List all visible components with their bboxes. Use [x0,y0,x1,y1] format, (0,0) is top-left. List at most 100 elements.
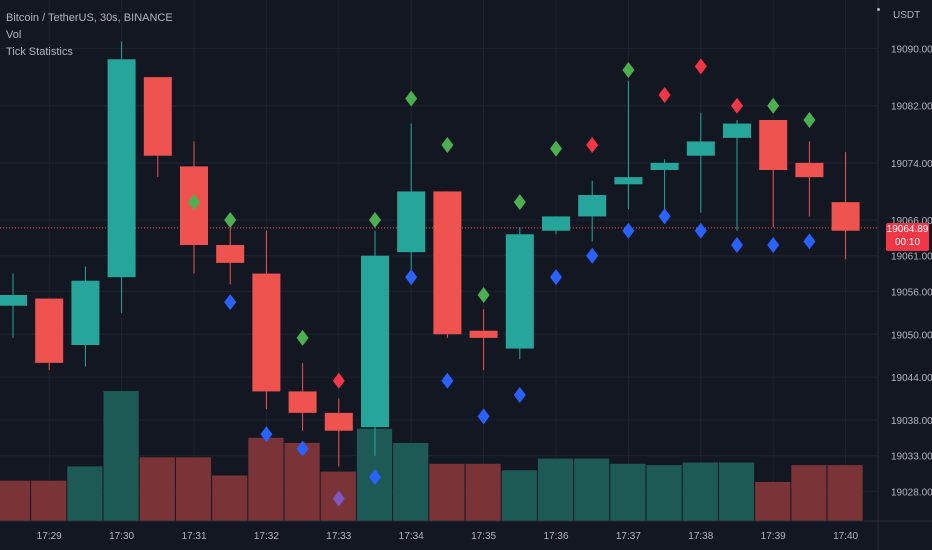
diamond-marker [803,112,816,128]
volume-bar [103,391,139,521]
volume-bar [537,458,574,521]
volume-bar [0,480,31,521]
diamond-marker [332,372,345,389]
time-axis-bg [0,521,878,550]
menu-dot-icon[interactable] [877,8,880,11]
time-tick-label: 17:37 [616,531,641,542]
diamond-marker [586,137,599,153]
price-tick-label: 19090.00 [891,45,932,56]
indicator-tick-statistics[interactable]: Tick Statistics [6,46,73,58]
volume-bar [646,465,682,521]
candle-body [361,255,389,428]
candle-body [71,280,100,345]
candles [0,41,860,467]
candle-body [252,273,281,392]
candle-body [469,330,498,338]
volume-bar [827,465,863,521]
volume-bar [610,463,646,521]
diamond-marker [513,387,526,403]
candle-body [542,216,570,231]
diamond-marker [369,469,381,486]
price-tick-label: 19061.00 [891,252,932,263]
volume-bar [682,462,718,521]
candle-body [650,162,679,170]
diamond-marker [803,233,816,250]
diamond-marker [550,269,562,286]
candle-body [831,202,860,231]
volume-bar [248,437,284,521]
time-tick-label: 17:40 [833,531,858,542]
diamond-marker [586,247,599,264]
diamond-marker [622,62,635,78]
indicator-vol[interactable]: Vol [6,29,22,41]
volume-bar [465,463,501,521]
price-axis[interactable]: 19090.00 19082.00 19074.00 19066.00 19061.00… [891,45,932,499]
diamond-marker [550,140,562,157]
volume-bar [429,463,465,521]
candle-body [288,391,317,413]
price-tick-label: 19044.00 [891,373,932,384]
time-tick-label: 17:29 [37,531,62,542]
volume-bar [284,443,320,521]
candle-body [578,195,607,217]
diamond-marker [260,426,273,443]
diamond-marker [405,269,418,286]
diamond-marker [658,208,671,225]
price-tick-label: 19038.00 [891,416,932,427]
diamond-marker [694,58,707,75]
symbol-title[interactable]: Bitcoin / TetherUS, 30s, BINANCE [6,12,173,24]
diamond-marker [441,372,454,389]
volume-bar [755,482,791,521]
volume-bar [31,480,67,521]
candle-body [216,245,245,263]
diamond-marker [767,237,780,253]
time-tick-label: 17:34 [399,531,424,542]
time-tick-label: 17:35 [471,531,496,542]
currency-label[interactable]: USDT [893,10,921,21]
price-tick-label: 19056.00 [891,287,932,298]
chart-legend: Bitcoin / TetherUS, 30s, BINANCE Vol Tic… [6,10,173,61]
diamond-marker [658,87,671,103]
diamond-marker [477,287,490,303]
volume-bar [67,466,103,521]
volume-bar [139,457,175,521]
candle-body [35,298,64,363]
time-tick-label: 17:31 [181,531,206,542]
volume-bar [791,465,827,521]
candle-body [505,234,534,349]
volume-bars [0,391,863,521]
diamond-marker [731,237,743,253]
candle-body [614,177,643,185]
price-tick-label: 19074.00 [891,159,932,170]
candle-body [0,295,27,306]
time-tick-label: 17:30 [109,531,134,542]
price-tick-label: 19066.00 [891,216,932,227]
candle-body [107,59,136,278]
last-price-value: 19064.89 [886,224,929,235]
time-tick-label: 17:33 [326,531,351,542]
price-tick-label: 19033.00 [891,452,932,463]
diamond-marker [188,194,200,211]
diamond-marker [224,294,237,311]
diamond-marker [622,222,635,239]
diamond-marker [731,97,743,114]
volume-bar [175,457,212,521]
price-tick-label: 19082.00 [891,102,932,113]
diamond-marker [441,137,454,153]
time-tick-label: 17:32 [254,531,279,542]
candle-body [433,191,462,335]
candle-body [686,141,715,156]
tick-statistics-markers [188,58,816,507]
candle-body [723,123,751,138]
diamond-marker [405,90,418,107]
diamond-marker [224,212,237,228]
volume-bar [393,443,429,521]
diamond-marker [513,194,526,211]
candle-body [759,120,788,170]
diamond-marker [332,490,345,507]
volume-bar [501,470,537,521]
diamond-marker [369,212,381,228]
bar-countdown: 00:10 [894,237,921,248]
